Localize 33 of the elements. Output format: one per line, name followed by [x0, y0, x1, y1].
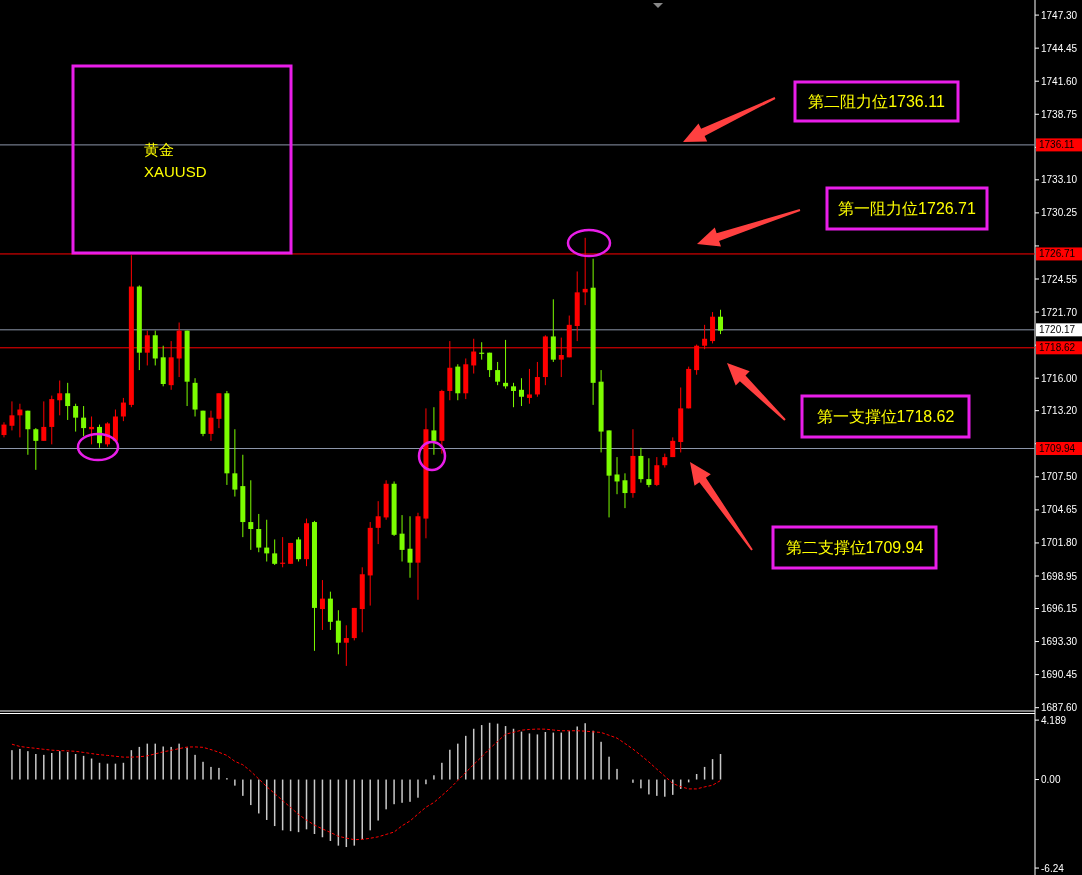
y-tick-label: 1733.10 — [1041, 174, 1078, 186]
y-tick-label: 1704.65 — [1041, 504, 1078, 516]
y-tick-label: 1721.70 — [1041, 306, 1078, 318]
y-tick-label: 1724.55 — [1041, 273, 1078, 285]
y-tick-label: 1747.30 — [1041, 9, 1078, 21]
line-series — [11, 728, 722, 841]
y-tick-label: 1741.60 — [1041, 75, 1078, 87]
y-tick-label: 1701.80 — [1041, 537, 1078, 549]
y-tick-label: 1738.75 — [1041, 108, 1078, 120]
ref-line-label: 1718.62 — [1039, 342, 1076, 354]
y-tick-label: 1690.45 — [1041, 669, 1078, 681]
y-tick-label: 0.00 — [1041, 774, 1061, 786]
y-tick-label: 1687.60 — [1041, 702, 1078, 714]
y-tick-label: 1707.50 — [1041, 471, 1078, 483]
y-tick-label: 1693.30 — [1041, 636, 1078, 648]
annotation: 第一阻力位1726.71 — [838, 200, 977, 217]
text: XAUUSD — [144, 163, 207, 180]
text: 黄金 — [144, 141, 174, 158]
annotation: 第二支撑位1709.94 — [785, 539, 924, 556]
ref-line-label: 1736.11 — [1039, 139, 1075, 151]
ref-line-label: 1720.17 — [1039, 324, 1076, 336]
y-tick-label: 1744.45 — [1041, 42, 1078, 54]
y-tick-label: 1730.25 — [1041, 207, 1078, 219]
y-tick-label: 1713.20 — [1041, 405, 1078, 417]
ref-line-label: 1726.71 — [1039, 248, 1076, 260]
y-tick-label: 1698.95 — [1041, 570, 1078, 582]
annotation: 第二阻力位1736.11 — [808, 93, 945, 110]
y-tick-label: 1696.15 — [1041, 602, 1078, 614]
y-tick-label: 4.189 — [1041, 714, 1067, 726]
y-tick-label: 1716.00 — [1041, 372, 1078, 384]
annotation: 第一支撑位1718.62 — [816, 408, 955, 425]
y-tick-label: -6.24 — [1041, 862, 1065, 874]
ref-line-label: 1709.94 — [1039, 443, 1076, 455]
